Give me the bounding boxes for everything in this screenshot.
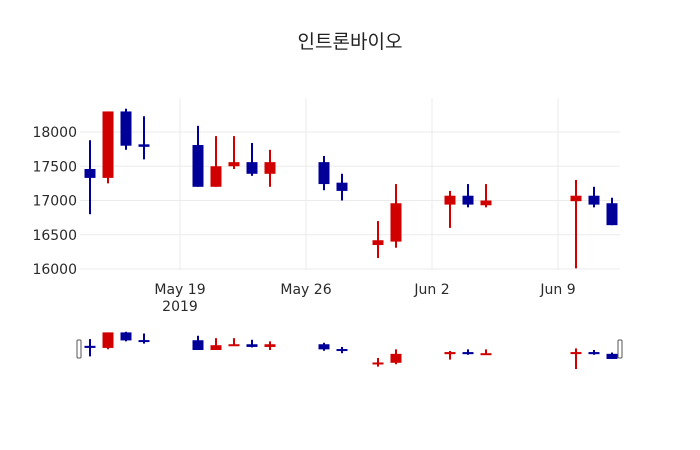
candle[interactable]	[246, 142, 258, 176]
y-tick-label: 17000	[32, 194, 77, 210]
candles-main[interactable]	[84, 108, 618, 269]
candle[interactable]	[588, 186, 600, 208]
y-tick-label: 16500	[32, 228, 77, 244]
x-tick-year: 2019	[162, 299, 198, 315]
y-tick-label: 17500	[32, 159, 77, 175]
range-slider-right-handle[interactable]	[617, 339, 623, 359]
y-tick-label: 18000	[32, 125, 77, 141]
candle[interactable]	[570, 179, 582, 269]
x-tick-label: Jun 9	[539, 282, 575, 298]
candle[interactable]	[462, 184, 474, 208]
candle[interactable]	[228, 136, 240, 169]
candle[interactable]	[102, 111, 114, 184]
candle[interactable]	[444, 190, 456, 228]
x-tick-label: Jun 2	[413, 282, 449, 298]
candle[interactable]	[120, 108, 132, 150]
candle[interactable]	[192, 125, 204, 187]
gridlines	[80, 98, 620, 270]
candle[interactable]	[138, 116, 150, 160]
candle[interactable]	[84, 140, 96, 215]
chart-title: 인트론바이오	[297, 31, 403, 53]
candle[interactable]	[336, 173, 348, 201]
candle[interactable]	[390, 184, 402, 248]
x-tick-label: May 19	[154, 282, 205, 298]
y-tick-label: 16000	[32, 262, 77, 278]
x-tick-label: May 26	[280, 282, 331, 298]
candle[interactable]	[210, 136, 222, 187]
candle[interactable]	[372, 221, 384, 259]
candle[interactable]	[318, 155, 330, 191]
candle[interactable]	[480, 184, 492, 208]
y-axis: 16000 16500 17000 17500 18000	[32, 125, 77, 278]
range-slider-left-handle[interactable]	[76, 339, 82, 359]
candle[interactable]	[264, 149, 276, 187]
candle[interactable]	[606, 197, 618, 226]
range-slider[interactable]	[76, 331, 623, 370]
